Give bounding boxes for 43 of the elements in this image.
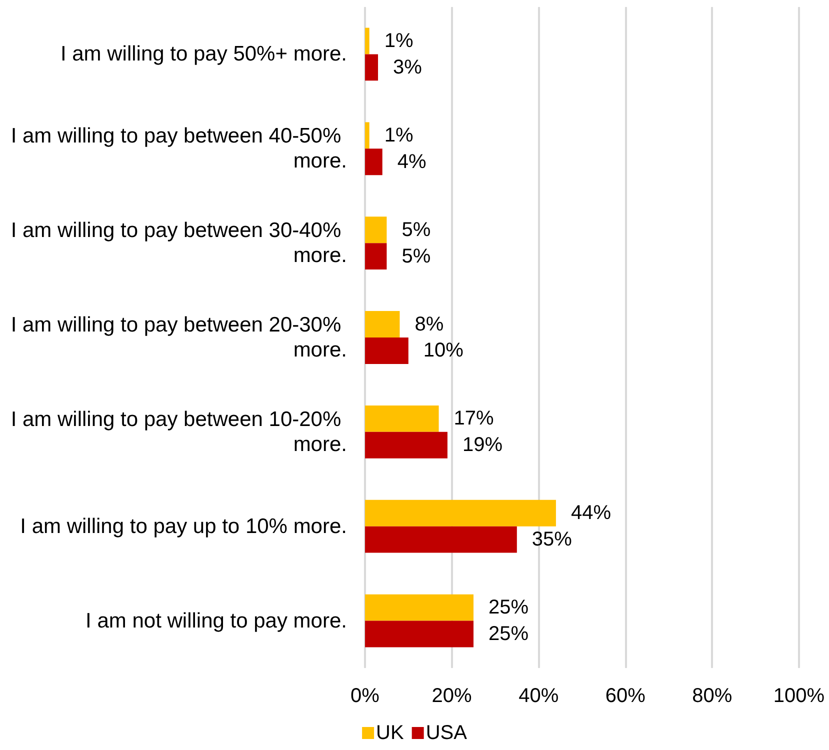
y-tick-label: I am willing to pay between 40-50% more. <box>10 124 347 173</box>
bar <box>365 122 370 149</box>
x-tick-label: 40% <box>518 685 559 707</box>
data-label: 10% <box>423 340 464 362</box>
data-label: 5% <box>402 245 431 268</box>
x-tick-label: 100% <box>773 685 825 707</box>
bar <box>365 500 556 526</box>
bar <box>365 594 474 621</box>
bar <box>365 28 370 54</box>
x-tick-label: 20% <box>432 685 472 707</box>
y-tick-label: I am willing to pay up to 10% more. <box>20 514 347 538</box>
y-tick-label: I am willing to pay 50%+ more. <box>60 42 347 66</box>
bar <box>365 148 382 176</box>
x-tick-label: 80% <box>692 685 732 707</box>
x-tick-label: 0% <box>350 685 380 707</box>
y-tick-label: I am willing to pay between 30-40% more. <box>10 219 347 268</box>
legend-label: USA <box>426 722 468 744</box>
x-tick-label: 60% <box>605 685 646 707</box>
data-label: 4% <box>397 150 426 173</box>
y-tick-label: I am willing to pay between 10-20% more. <box>10 408 347 456</box>
data-label: 1% <box>384 124 414 146</box>
data-label: 3% <box>393 56 422 78</box>
bar <box>365 338 408 364</box>
y-tick-label: I am willing to pay between 20-30% more. <box>10 314 347 362</box>
bar <box>365 54 378 81</box>
bar <box>365 405 439 432</box>
data-label: 19% <box>462 434 503 456</box>
bar <box>365 216 387 244</box>
legend-label: UK <box>376 722 404 744</box>
data-label: 8% <box>414 313 444 336</box>
bar <box>365 243 387 270</box>
y-tick-label: I am not willing to pay more. <box>86 609 347 632</box>
data-label: 35% <box>532 528 572 551</box>
data-label: 25% <box>488 623 529 646</box>
bar <box>365 432 448 458</box>
data-label: 5% <box>402 218 431 241</box>
data-label: 1% <box>384 30 414 52</box>
data-label: 44% <box>570 502 612 524</box>
data-label: 25% <box>488 596 529 619</box>
data-label: 17% <box>454 408 494 430</box>
bar <box>365 526 517 553</box>
bar <box>365 311 400 338</box>
bar <box>365 620 474 648</box>
